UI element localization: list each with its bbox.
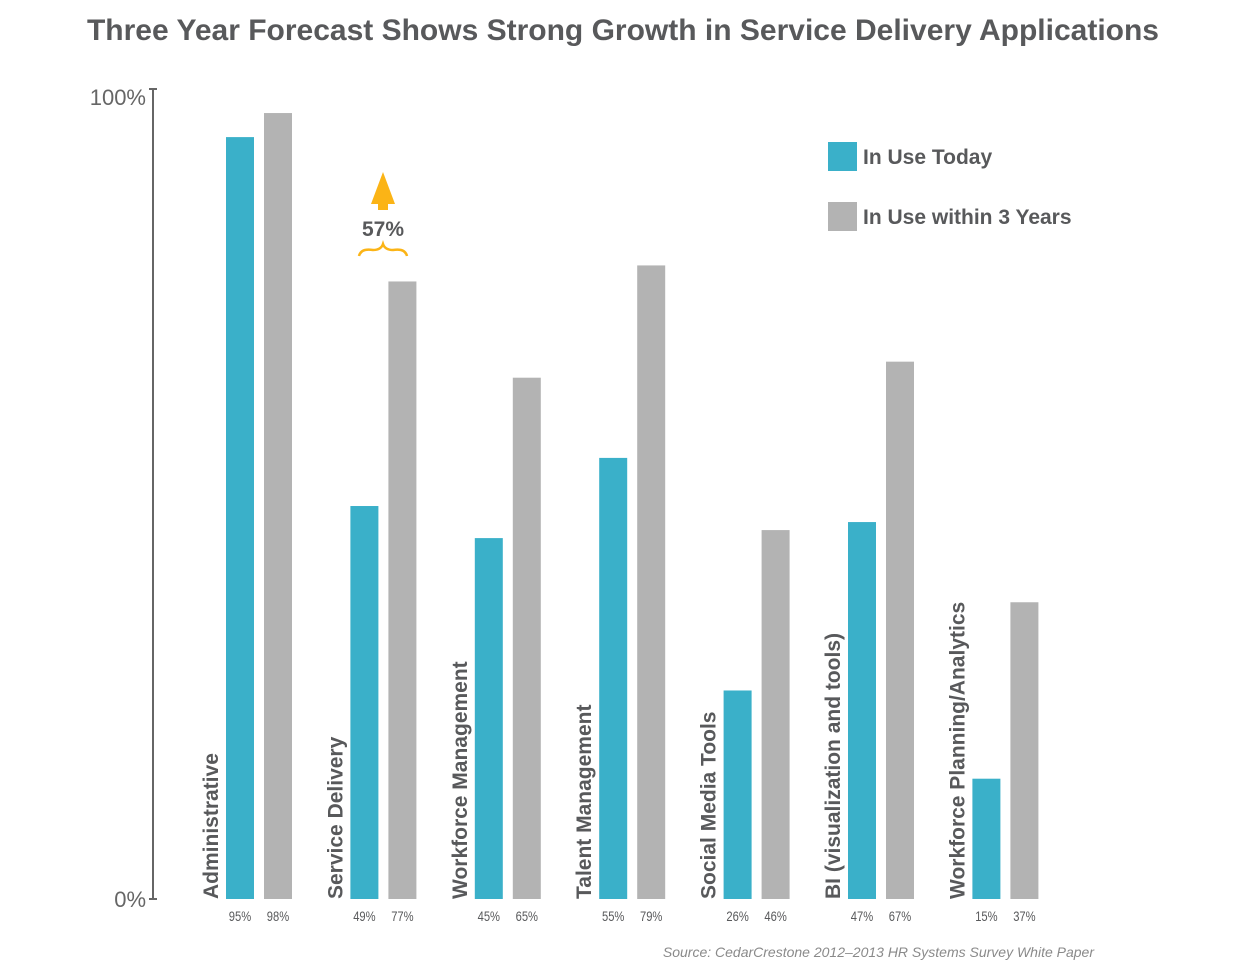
data-label: 55% <box>602 909 624 924</box>
data-label: 26% <box>726 909 748 924</box>
bar-today <box>350 506 379 899</box>
bar-3-years <box>761 530 790 899</box>
data-label: 95% <box>229 909 251 924</box>
category-label: Workforce Management <box>449 661 472 899</box>
bar-3-years <box>388 281 417 900</box>
category-label: BI (visualization and tools) <box>822 633 845 899</box>
data-label: 46% <box>764 909 786 924</box>
data-label: 47% <box>851 909 873 924</box>
legend-swatch <box>828 142 857 171</box>
data-label: 77% <box>391 909 413 924</box>
bar-today <box>474 538 503 899</box>
legend-swatch <box>828 202 857 231</box>
category-label: Social Media Tools <box>698 712 721 899</box>
bar-3-years <box>264 113 292 900</box>
bar-3-years <box>512 377 541 899</box>
bar-3-years <box>1010 602 1039 899</box>
data-label: 37% <box>1013 909 1035 924</box>
legend-label: In Use within 3 Years <box>863 206 1072 229</box>
chart-title: Three Year Forecast Shows Strong Growth … <box>86 14 1159 47</box>
bar-3-years <box>886 361 914 899</box>
data-label: 65% <box>516 909 538 924</box>
brace-icon <box>357 240 409 257</box>
category-label: Administrative <box>200 753 223 899</box>
source-note: Source: CedarCrestone 2012–2013 HR Syste… <box>662 944 1094 960</box>
bar-today <box>972 778 1001 899</box>
bar-today <box>848 522 876 899</box>
category-label: Workforce Planning/Analytics <box>946 602 969 899</box>
category-label: Talent Management <box>573 705 596 899</box>
up-arrow-icon <box>371 172 395 210</box>
data-label: 45% <box>478 909 500 924</box>
y-tick-label: 0% <box>114 887 146 912</box>
bar-today <box>226 137 254 900</box>
bar-today <box>723 690 752 899</box>
bar-today <box>599 457 628 899</box>
data-label: 49% <box>353 909 375 924</box>
annotation-label: 57% <box>362 218 404 241</box>
data-label: 79% <box>640 909 662 924</box>
data-label: 98% <box>267 909 289 924</box>
data-label: 67% <box>889 909 911 924</box>
data-label: 15% <box>975 909 997 924</box>
bar-3-years <box>637 265 666 899</box>
legend-label: In Use Today <box>863 146 992 169</box>
category-label: Service Delivery <box>324 736 347 899</box>
y-tick-label: 100% <box>90 85 146 110</box>
